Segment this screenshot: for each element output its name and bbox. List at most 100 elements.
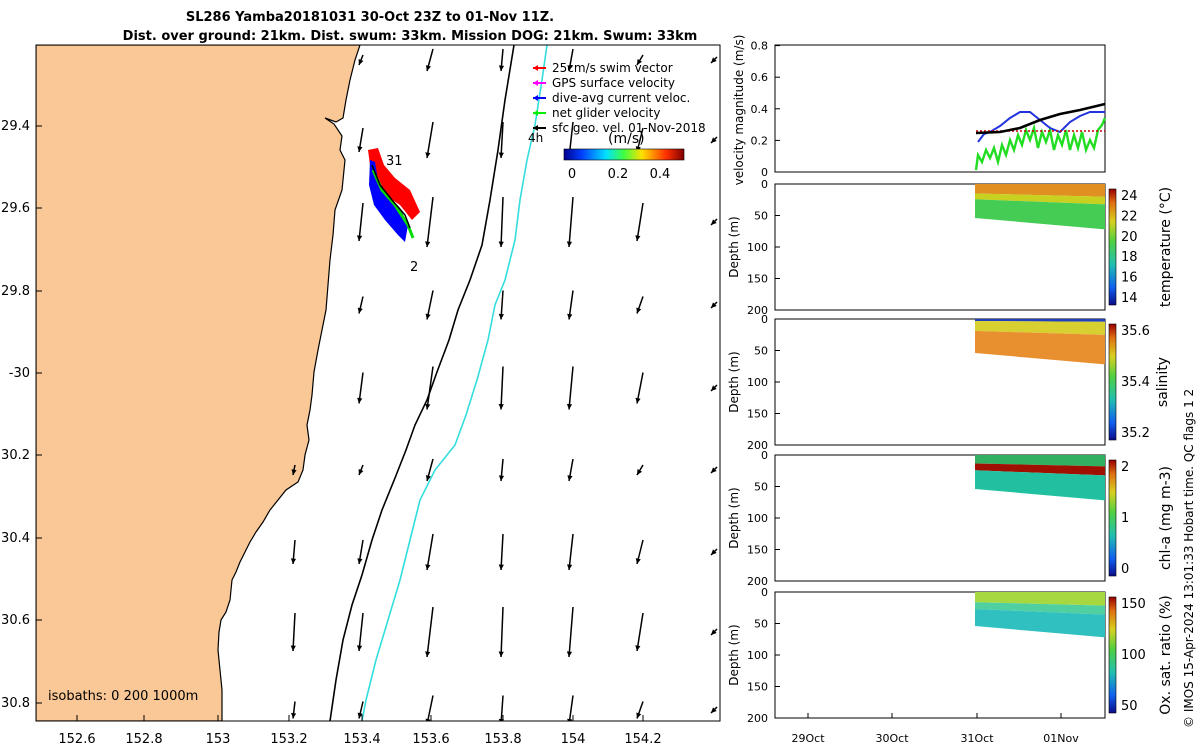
velocity-vector <box>425 606 434 658</box>
velocity-vector <box>567 48 574 72</box>
velocity-vector <box>636 54 644 66</box>
colorbar-tick: 24 <box>1121 189 1138 204</box>
depth-ytick: 50 <box>754 210 768 223</box>
velocity-vector <box>710 548 718 556</box>
velocity-vector <box>425 458 434 482</box>
lat-tick-label: 30.6 <box>1 613 30 628</box>
legend-label: net glider velocity <box>552 106 660 120</box>
velocity-series-net <box>974 117 1107 171</box>
depth-ytick: 150 <box>747 273 768 286</box>
velocity-vector <box>710 628 718 636</box>
speed-colorbar <box>563 148 685 161</box>
colorbar-tick: 22 <box>1121 209 1138 224</box>
depth-ytick: 0 <box>761 178 768 191</box>
colorbar-tick: 1 <box>1121 511 1129 526</box>
dive-avg-current <box>369 160 408 242</box>
velocity-ytick: 0.2 <box>751 134 769 147</box>
temperature-label: temperature (°C) <box>1158 187 1174 307</box>
colorbar-tick: 0 <box>1121 562 1129 577</box>
credit-text: © IMOS 15-Apr-2024 13:01:33 Hobart time.… <box>1182 389 1196 728</box>
depth-ytick: 50 <box>754 618 768 631</box>
velocity-vector <box>710 466 718 474</box>
velocity-ytick: 0.4 <box>751 103 769 116</box>
time-tick-label: 01Nov <box>1043 732 1079 745</box>
lat-tick-label: 30.2 <box>1 448 30 463</box>
legend-entry: GPS surface velocity <box>533 76 675 90</box>
track-end-label: 2 <box>410 260 418 275</box>
velocity-vector <box>710 706 718 714</box>
salinity-label: salinity <box>1155 357 1171 407</box>
lon-tick-label: 152.8 <box>125 732 162 747</box>
legend-label: GPS surface velocity <box>552 76 675 90</box>
velocity-vector <box>425 533 434 571</box>
lon-tick-label: 153 <box>206 732 231 747</box>
velocity-vector <box>357 296 364 314</box>
depth-ylabel: Depth (m) <box>727 216 741 277</box>
isobaths-label: isobaths: 0 200 1000m <box>48 689 198 704</box>
legend-label: 25cm/s swim vector <box>552 61 673 75</box>
credit-note: © IMOS 15-Apr-2024 13:01:33 Hobart time.… <box>1178 0 1198 750</box>
velocity-series-geo <box>975 102 1106 135</box>
velocity-vector <box>357 372 364 404</box>
depth-ytick: 50 <box>754 345 768 358</box>
velocity-vector <box>425 695 434 721</box>
depth-ytick: 100 <box>747 649 768 662</box>
salinity-colorbar <box>1108 323 1117 441</box>
lat-tick-label: -30 <box>9 366 30 381</box>
lon-tick-label: 153.4 <box>343 732 380 747</box>
velocity-vector <box>425 121 434 159</box>
velocity-vector <box>710 384 718 392</box>
profile-layer <box>975 184 1105 197</box>
depth-ytick: 100 <box>747 512 768 525</box>
chla-colorbar <box>1108 459 1117 577</box>
depth-ytick: 150 <box>747 408 768 421</box>
velocity-vector <box>498 196 504 248</box>
velocity-vector <box>567 533 574 571</box>
chla-panel: 0 50 100 150 200 Depth (m) 2 1 0 chl-a (mg m-3) <box>727 449 1174 588</box>
velocity-vector <box>498 533 504 571</box>
surface-velocity-vectors <box>290 48 718 721</box>
time-series-panels: 0 0.2 0.4 0.6 0.8 velocity magnitude (m/s) 0… <box>727 35 1174 745</box>
velocity-vector <box>635 372 644 404</box>
velocity-vector <box>710 301 718 309</box>
depth-ytick: 0 <box>761 449 768 462</box>
depth-ytick: 200 <box>747 439 768 452</box>
swim-vectors <box>368 148 420 220</box>
legend-label: dive-avg current veloc. <box>552 91 690 105</box>
lat-tick-label: 29.4 <box>1 119 30 134</box>
velocity-vector <box>710 218 718 226</box>
depth-ytick: 200 <box>747 712 768 725</box>
velocity-vector <box>498 290 504 320</box>
velocity-vector <box>290 612 296 652</box>
time-tick-label: 29Oct <box>791 732 825 745</box>
velocity-vector <box>357 539 364 565</box>
profile-layer <box>975 330 1105 365</box>
depth-ytick: 200 <box>747 575 768 588</box>
isobath-1000m <box>361 45 548 721</box>
track-start-label: 31 <box>386 154 403 169</box>
lon-tick-label: 153.6 <box>412 732 449 747</box>
depth-ytick: 0 <box>761 313 768 326</box>
velocity-series-current <box>977 111 1105 143</box>
glider-map: 31 2 4h 152.6 152.8 153 153.2 153.4 153.6 153.… <box>1 44 721 747</box>
velocity-vector <box>566 606 574 658</box>
isobath-200m <box>329 45 515 721</box>
temperature-panel: 0 50 100 150 200 Depth (m) 24 22 20 18 16 14 tempera… <box>727 178 1174 317</box>
velocity-vector <box>425 196 434 248</box>
chla-label: chl-a (mg m-3) <box>1158 466 1174 570</box>
velocity-vector <box>357 127 364 153</box>
velocity-vector <box>498 366 504 410</box>
colorbar-tick: 35.2 <box>1121 426 1150 441</box>
colorbar-tick: 35.6 <box>1121 324 1150 339</box>
velocity-vector <box>635 539 644 565</box>
profile-layer <box>975 609 1105 638</box>
time-axis: 29Oct 30Oct 31Oct 01Nov <box>791 713 1079 745</box>
velocity-vector <box>498 121 504 159</box>
velocity-vector <box>567 458 574 482</box>
depth-ytick: 150 <box>747 544 768 557</box>
depth-ytick: 100 <box>747 376 768 389</box>
colorbar-tick: 0.4 <box>650 167 671 182</box>
velocity-vector <box>291 701 297 719</box>
lat-tick-label: 29.6 <box>1 201 30 216</box>
